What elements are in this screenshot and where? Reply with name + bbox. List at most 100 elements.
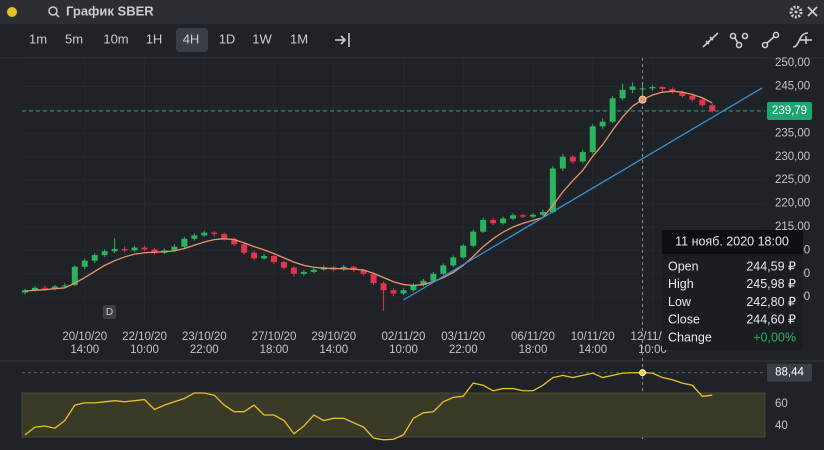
badge-text: D bbox=[106, 307, 113, 318]
x-tick-label: 22:00 bbox=[449, 344, 478, 356]
search-icon[interactable] bbox=[48, 6, 60, 18]
candle-body bbox=[221, 234, 228, 239]
candle-body bbox=[619, 89, 626, 99]
candle-body bbox=[609, 98, 616, 122]
candle-body bbox=[201, 232, 208, 236]
settings-icon[interactable] bbox=[789, 5, 803, 19]
x-tick-label: 10/11/20 bbox=[571, 331, 615, 343]
x-tick-label: 27/10/20 bbox=[252, 331, 297, 343]
candle-body bbox=[191, 235, 198, 239]
indicator-value-badge bbox=[767, 363, 812, 382]
candle-body bbox=[689, 95, 696, 100]
x-tick-label: 23/10/20 bbox=[182, 331, 227, 343]
trendline bbox=[403, 87, 763, 301]
interval-button[interactable]: 1W bbox=[252, 31, 272, 46]
candle-body bbox=[261, 256, 268, 259]
candle-body bbox=[460, 245, 467, 258]
candle-body bbox=[251, 252, 258, 259]
x-tick-label: 10:00 bbox=[130, 344, 159, 356]
window-dot[interactable] bbox=[7, 7, 17, 17]
candle-body bbox=[679, 92, 686, 96]
candle-body bbox=[151, 249, 158, 253]
indicator-value-label: 88,44 bbox=[775, 367, 804, 379]
x-tick-label: 03/11/20 bbox=[441, 331, 485, 343]
indicator-band bbox=[21, 392, 766, 438]
candle-body bbox=[271, 256, 277, 263]
x-tick-label: 10:00 bbox=[638, 344, 667, 356]
candle-body bbox=[520, 215, 526, 217]
tooltip-value: 244,60 ₽ bbox=[746, 313, 796, 327]
interval-button[interactable]: 1D bbox=[219, 31, 236, 46]
crosshair-marker bbox=[638, 95, 647, 104]
candle-body bbox=[510, 215, 517, 219]
tooltip-title: 11 нояб. 2020 18:00 bbox=[675, 234, 789, 248]
candle-body bbox=[290, 267, 297, 274]
x-tick-label: 14:00 bbox=[319, 344, 348, 356]
candle-body bbox=[181, 238, 188, 247]
candle-body bbox=[699, 99, 706, 106]
candle-body bbox=[350, 266, 357, 271]
interval-button[interactable]: 10m bbox=[103, 31, 128, 46]
candle-body bbox=[171, 246, 178, 251]
candle-body bbox=[500, 218, 507, 224]
x-tick-label: 02/11/20 bbox=[382, 331, 426, 343]
interval-button[interactable]: 1m bbox=[29, 31, 47, 46]
path-icon[interactable] bbox=[729, 32, 749, 49]
candle-body bbox=[131, 247, 138, 251]
candle-body bbox=[121, 248, 128, 251]
tooltip-label: Low bbox=[668, 295, 692, 309]
candle-body bbox=[61, 285, 68, 287]
indicator-marker bbox=[639, 369, 647, 377]
ruler-icon[interactable] bbox=[702, 32, 719, 48]
line-tool-icon[interactable] bbox=[761, 31, 780, 49]
candle-body bbox=[629, 86, 636, 90]
tooltip-label: Open bbox=[668, 259, 699, 273]
x-tick-label: 22:00 bbox=[190, 344, 219, 356]
x-tick-label: 06/11/20 bbox=[511, 331, 555, 343]
tooltip-value: 242,80 ₽ bbox=[746, 295, 796, 309]
candle-body bbox=[380, 283, 387, 291]
interval-button[interactable]: 5m bbox=[65, 31, 83, 46]
candle-body bbox=[649, 87, 656, 89]
candle-body bbox=[450, 257, 457, 266]
candle-body bbox=[231, 238, 238, 245]
candle-body bbox=[539, 212, 546, 215]
candle-body bbox=[470, 231, 477, 246]
candle-body bbox=[241, 244, 248, 253]
title-bar bbox=[0, 0, 824, 24]
interval-button[interactable]: 1M bbox=[290, 31, 308, 46]
tooltip-label: Close bbox=[668, 313, 700, 327]
candle-body bbox=[111, 248, 118, 252]
curve-tool-icon[interactable] bbox=[792, 32, 812, 48]
x-tick-label: 10:00 bbox=[389, 344, 418, 356]
candle-body bbox=[211, 232, 218, 234]
candle-body bbox=[51, 286, 58, 289]
candle-body bbox=[22, 290, 28, 293]
candle-body bbox=[430, 273, 437, 281]
candle-body bbox=[579, 152, 586, 162]
x-tick-label: 22/10/20 bbox=[122, 331, 167, 343]
candle-body bbox=[669, 88, 676, 93]
candle-body bbox=[420, 280, 427, 286]
interval-button[interactable]: 4H bbox=[183, 31, 200, 46]
badge bbox=[103, 305, 116, 319]
add-indicator-icon[interactable] bbox=[335, 33, 350, 47]
candle-body bbox=[31, 287, 38, 291]
y-tick-label: 225,00 bbox=[775, 174, 810, 186]
close-icon[interactable] bbox=[807, 6, 818, 17]
interval-button[interactable]: 1H bbox=[146, 31, 163, 46]
x-tick-label: 18:00 bbox=[519, 344, 548, 356]
candle-body bbox=[529, 214, 536, 217]
last-price-label: 239,79 bbox=[772, 105, 807, 117]
candle-body bbox=[41, 287, 48, 289]
candle-body bbox=[300, 271, 307, 274]
x-tick-label: 20/10/20 bbox=[62, 331, 107, 343]
y-tick-label: 220,00 bbox=[775, 198, 810, 210]
selected-interval bbox=[176, 28, 208, 52]
candle-body bbox=[370, 273, 377, 284]
candle-body bbox=[141, 247, 148, 250]
x-tick-label: 29/10/20 bbox=[311, 331, 356, 343]
y-tick-label: 230,00 bbox=[775, 151, 810, 163]
candle-body bbox=[559, 156, 566, 169]
tooltip-value: 245,98 ₽ bbox=[746, 277, 796, 291]
